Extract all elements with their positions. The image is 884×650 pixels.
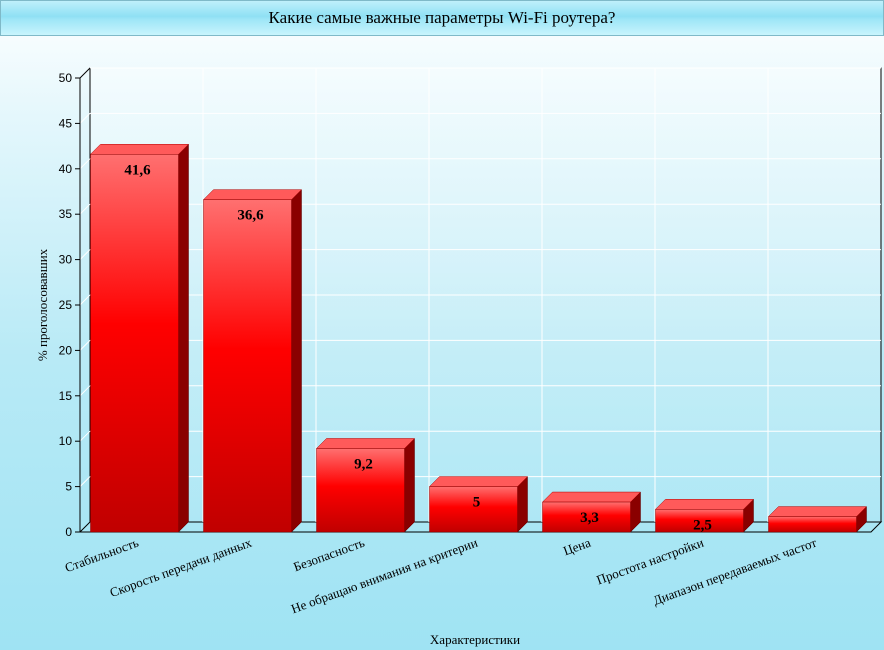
data-label: 5	[473, 495, 481, 511]
y-tick-label: 25	[59, 298, 73, 312]
y-tick-label: 30	[59, 253, 73, 267]
category-label: Цена	[561, 535, 593, 559]
bar-top	[428, 476, 529, 487]
bar	[655, 509, 744, 533]
bar	[542, 501, 631, 533]
bar-top	[315, 438, 416, 449]
gridline-side	[79, 430, 91, 442]
x-axis-title: Характеристики	[430, 632, 520, 647]
gridline-side	[79, 249, 91, 260]
bar	[429, 486, 518, 533]
y-tick-label: 50	[59, 71, 73, 85]
y-tick-label: 10	[59, 434, 73, 448]
bar-top	[654, 499, 755, 510]
data-label: 36,6	[237, 208, 264, 224]
category-label: Безопасность	[291, 535, 366, 575]
bar	[768, 516, 857, 533]
bars	[89, 143, 868, 533]
y-axis-title: % проголосовавших	[35, 248, 50, 361]
y-axis-top-edge	[79, 67, 91, 79]
y-tick-label: 5	[65, 480, 72, 494]
y-tick-label: 40	[59, 162, 73, 176]
chart-title: Какие самые важные параметры Wi-Fi роуте…	[268, 8, 616, 27]
bar	[316, 448, 405, 533]
y-tick-label: 20	[59, 343, 73, 357]
y-tick-label: 0	[65, 525, 72, 539]
gridline-side	[79, 340, 91, 351]
gridline-side	[79, 158, 91, 170]
bar	[203, 199, 292, 533]
bar-side	[404, 437, 415, 533]
grid	[78, 67, 883, 533]
data-label: 2,5	[693, 517, 712, 533]
y-tick-label: 15	[59, 389, 73, 403]
chart-title-bar: Какие самые важные параметры Wi-Fi роуте…	[0, 0, 884, 36]
bar-top	[767, 506, 868, 517]
gridline-side	[79, 476, 91, 487]
bar-top	[202, 189, 303, 200]
bar-side	[291, 189, 302, 533]
category-label: Стабильность	[63, 535, 141, 576]
gridline-side	[79, 294, 91, 306]
y-tick-label: 35	[59, 207, 73, 221]
bar-top	[541, 491, 642, 503]
data-label: 41,6	[124, 162, 151, 178]
gridline-side	[79, 203, 91, 215]
category-label: Не обращаю внимания на критерии	[289, 535, 480, 617]
gridline-side	[79, 113, 91, 124]
bar	[90, 154, 179, 533]
bar-side	[178, 143, 189, 533]
y-tick-label: 45	[59, 116, 73, 130]
data-label: 3,3	[580, 510, 599, 526]
gridline-side	[79, 385, 91, 397]
data-label: 9,2	[354, 456, 373, 472]
bar-top	[89, 144, 190, 155]
